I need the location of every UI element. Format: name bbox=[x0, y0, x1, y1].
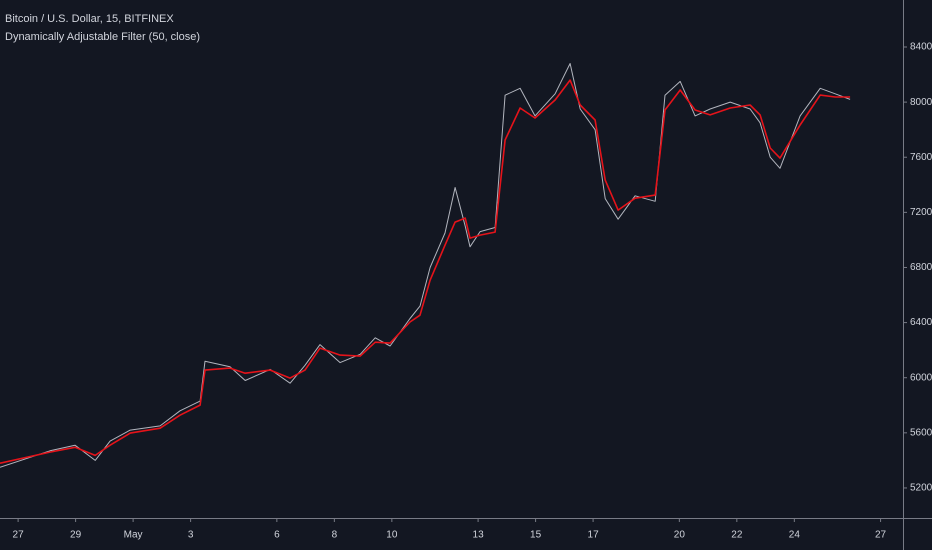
series-label: Bitcoin / U.S. Dollar, 15, BITFINEX bbox=[5, 13, 174, 25]
x-tick-label: 15 bbox=[530, 530, 542, 541]
x-tick-label: 3 bbox=[188, 530, 194, 541]
y-tick-label: 8400.0 bbox=[910, 42, 932, 53]
y-tick-label: 5200.0 bbox=[910, 483, 932, 494]
y-tick-label: 5600.0 bbox=[910, 427, 932, 438]
x-tick-label: 10 bbox=[386, 530, 398, 541]
x-tick-label: 6 bbox=[274, 530, 280, 541]
y-tick-label: 8000.0 bbox=[910, 97, 932, 108]
series-label: Dynamically Adjustable Filter (50, close… bbox=[5, 31, 200, 43]
x-tick-label: 27 bbox=[13, 530, 25, 541]
x-tick-label: 13 bbox=[473, 530, 485, 541]
series-line bbox=[0, 63, 851, 468]
x-tick-label: 20 bbox=[674, 530, 686, 541]
x-tick-label: 29 bbox=[70, 530, 82, 541]
x-tick-label: May bbox=[124, 530, 143, 541]
x-tick-label: 22 bbox=[731, 530, 743, 541]
x-tick-label: 17 bbox=[588, 530, 600, 541]
series-line bbox=[0, 79, 851, 464]
y-tick-label: 7600.0 bbox=[910, 152, 932, 163]
y-tick-label: 6000.0 bbox=[910, 372, 932, 383]
x-tick-label: 8 bbox=[332, 530, 338, 541]
x-tick-label: 27 bbox=[875, 530, 887, 541]
y-tick-label: 7200.0 bbox=[910, 207, 932, 218]
y-tick-label: 6400.0 bbox=[910, 317, 932, 328]
y-tick-label: 6800.0 bbox=[910, 262, 932, 273]
x-tick-label: 24 bbox=[789, 530, 801, 541]
